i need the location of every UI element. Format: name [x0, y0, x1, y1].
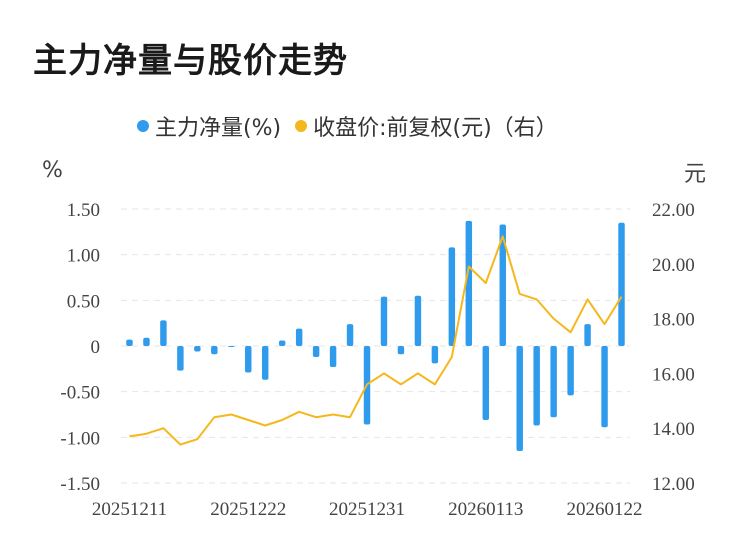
- legend-line-label: 收盘价:前复权(元)（右）: [313, 116, 558, 141]
- bar: [499, 224, 506, 346]
- bar: [414, 295, 422, 346]
- y-left-tick-label: -1.00: [60, 428, 100, 449]
- y-left-tick-label: 0: [91, 337, 101, 358]
- bar: [245, 346, 252, 373]
- bar: [160, 320, 167, 346]
- bar: [228, 346, 235, 347]
- bar: [601, 346, 608, 428]
- bar: [618, 222, 625, 346]
- bar: [312, 346, 320, 357]
- legend[interactable]: 主力净量(%) 收盘价:前复权(元)（右）: [137, 110, 572, 142]
- y-right-tick-label: 16.00: [652, 364, 695, 385]
- bar: [431, 346, 439, 364]
- x-tick-label: 20251222: [210, 499, 286, 520]
- bar: [516, 346, 523, 452]
- left-axis-unit: %: [42, 158, 63, 183]
- bar: [329, 346, 337, 368]
- x-tick-label: 20260113: [448, 499, 523, 520]
- bar: [550, 346, 557, 418]
- bar: [533, 346, 540, 426]
- bar: [177, 346, 184, 371]
- bar: [194, 346, 201, 352]
- x-tick-label: 20251231: [329, 499, 405, 520]
- bar: [465, 220, 473, 346]
- y-right-tick-label: 20.00: [652, 255, 695, 276]
- legend-bar-swatch-icon: [137, 120, 149, 132]
- bar: [126, 339, 133, 346]
- legend-item-line[interactable]: 收盘价:前复权(元)（右）: [295, 110, 558, 142]
- bar: [346, 324, 354, 346]
- price-line: [129, 235, 623, 446]
- bar: [567, 346, 574, 396]
- x-tick-label: 20260122: [567, 499, 643, 520]
- y-right-tick-label: 12.00: [652, 474, 695, 495]
- bar: [261, 346, 269, 380]
- bar: [278, 340, 286, 346]
- y-left-tick-label: 1.00: [67, 246, 100, 267]
- y-left-tick-label: -0.50: [60, 383, 100, 404]
- bar: [211, 346, 218, 355]
- right-axis-unit: 元: [684, 162, 707, 187]
- bar: [448, 247, 456, 346]
- y-left-tick-label: -1.50: [60, 474, 100, 495]
- bar: [482, 346, 490, 420]
- bar: [143, 337, 150, 346]
- y-right-tick-label: 22.00: [652, 200, 695, 221]
- y-left-tick-label: 1.50: [67, 200, 100, 221]
- y-left-tick-label: 0.50: [67, 291, 100, 312]
- bar: [380, 296, 388, 346]
- legend-item-bar[interactable]: 主力净量(%): [137, 110, 281, 142]
- y-right-tick-label: 14.00: [652, 419, 695, 440]
- x-tick-label: 20251211: [92, 499, 167, 520]
- bar: [584, 324, 591, 346]
- bar: [295, 328, 303, 346]
- chart-title: 主力净量与股价走势: [33, 41, 348, 81]
- legend-line-swatch-icon: [295, 120, 308, 132]
- y-right-tick-label: 18.00: [652, 310, 695, 331]
- bar: [397, 346, 405, 355]
- legend-bar-label: 主力净量(%): [155, 116, 282, 141]
